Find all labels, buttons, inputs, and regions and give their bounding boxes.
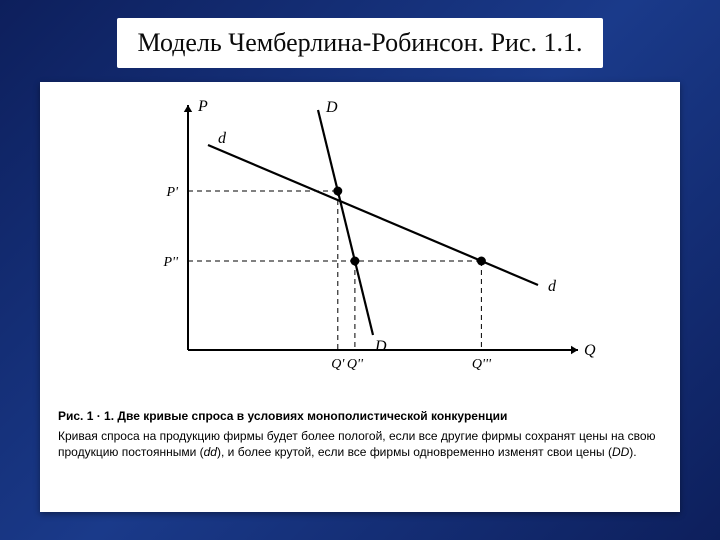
chart-area: P Qd d D D P' P'' Q'Q'' Q''': [58, 90, 658, 400]
caption-body: Кривая спроса на продукцию фирмы будет б…: [58, 428, 662, 460]
svg-text:D: D: [374, 338, 387, 355]
caption-fig-label: Рис. 1 · 1.: [58, 409, 114, 423]
slide: Модель Чемберлина-Робинсон. Рис. 1.1. P Q…: [0, 0, 720, 540]
figure-caption: Рис. 1 · 1. Две кривые спроса в условиях…: [58, 408, 662, 461]
svg-text:Q': Q': [331, 357, 345, 372]
svg-text:P'': P'': [162, 255, 179, 270]
svg-text:P': P': [165, 185, 179, 200]
svg-text:D: D: [325, 99, 338, 116]
svg-text:Q: Q: [584, 342, 596, 359]
slide-title: Модель Чемберлина-Робинсон. Рис. 1.1.: [117, 18, 602, 68]
svg-text:P: P: [197, 98, 208, 115]
svg-text:Q'': Q'': [347, 357, 364, 372]
svg-text:Q''': Q''': [472, 357, 492, 372]
figure-container: P Qd d D D P' P'' Q'Q'' Q''' Рис. 1 · 1. Две кри…: [40, 82, 680, 512]
svg-text:d: d: [548, 278, 557, 295]
demand-chart: P Qd d D D P' P'' Q'Q'' Q''': [58, 90, 658, 400]
svg-text:d: d: [218, 130, 227, 147]
caption-fig-title: Две кривые спроса в условиях монополисти…: [117, 409, 507, 423]
